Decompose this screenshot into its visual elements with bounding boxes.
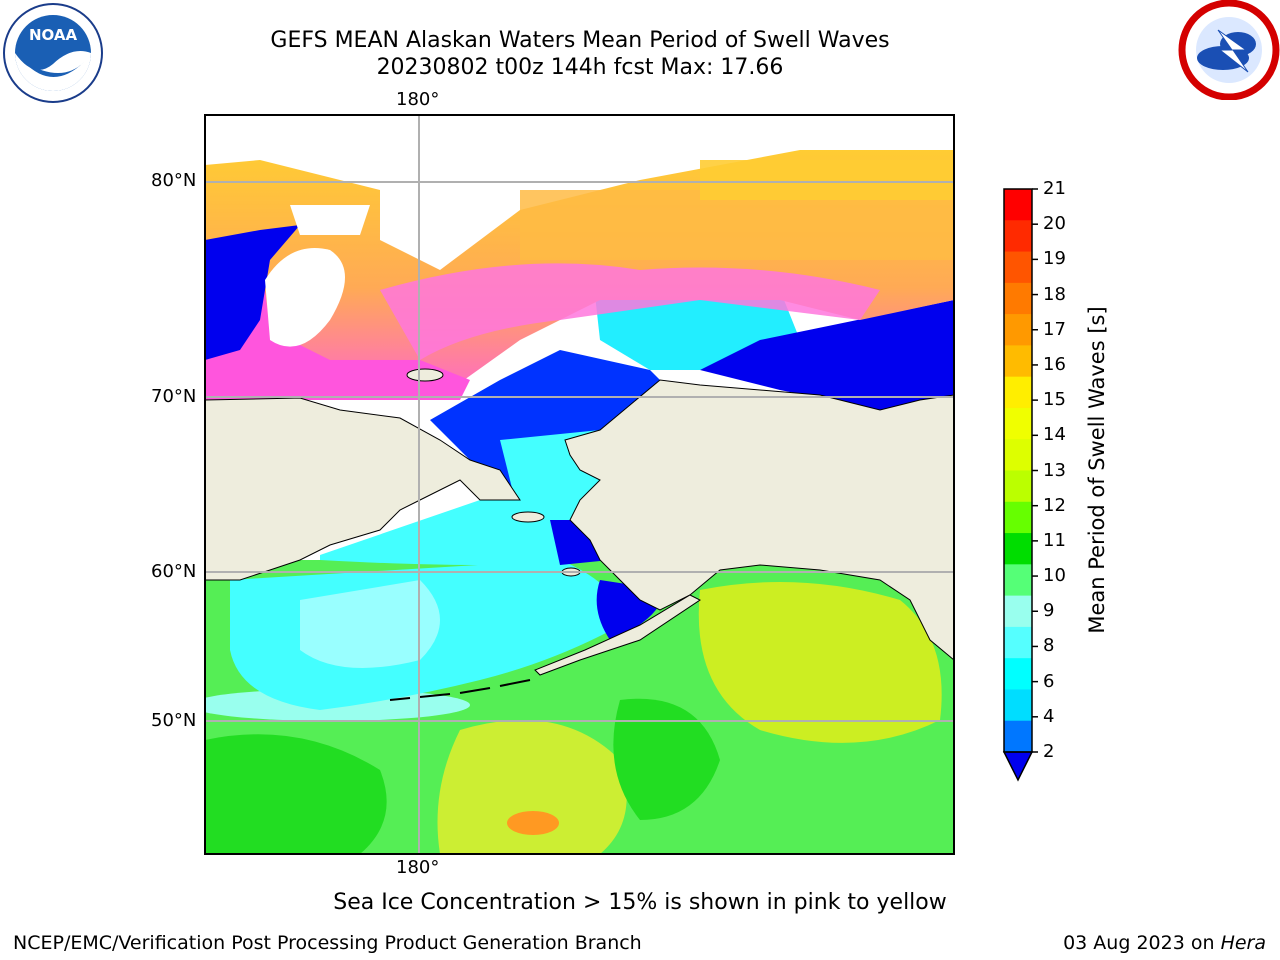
alaska-land — [564, 379, 954, 661]
colorbar-tick-label: 17 — [1043, 318, 1066, 340]
colorbar-tick-label: 14 — [1043, 424, 1066, 446]
ice-orange-top — [520, 190, 954, 260]
colorbar-tick-label: 15 — [1043, 389, 1066, 411]
nws-logo — [1178, 0, 1280, 101]
pacific-green-patch — [205, 734, 387, 854]
ice-yellow-top — [700, 160, 954, 200]
wrangel-island — [406, 368, 444, 382]
pacific-lime-patch-east — [698, 582, 942, 743]
noaa-logo-text: NOAA — [29, 26, 78, 44]
colorbar-tick-label: 4 — [1043, 705, 1055, 727]
colorbar-tick-label: 6 — [1043, 670, 1055, 692]
colorbar-segment — [1004, 626, 1032, 659]
colorbar-segment — [1004, 220, 1032, 253]
colorbar-segment — [1004, 564, 1032, 597]
colorbar-segment — [1004, 470, 1032, 503]
arctic-no-data-2 — [290, 205, 370, 235]
sea-ice-note: Sea Ice Concentration > 15% is shown in … — [333, 890, 947, 915]
colorbar-segment — [1004, 251, 1032, 284]
colorbar-tick-label: 13 — [1043, 459, 1066, 481]
colorbar-segment — [1004, 533, 1032, 565]
colorbar-segment — [1004, 282, 1032, 315]
lat-tick-80: 80°N — [151, 170, 197, 191]
colorbar-segment — [1004, 689, 1032, 722]
siberia-land — [205, 397, 521, 581]
graticule — [205, 115, 954, 854]
footer-host: Hera — [1220, 932, 1266, 954]
colorbar-tick-label: 19 — [1043, 248, 1066, 270]
alaska-peninsula — [534, 594, 701, 676]
colorbar-segment — [1004, 189, 1032, 221]
lon-tick-top: 180° — [396, 89, 440, 110]
colorbar-segment — [1004, 658, 1032, 690]
lat-tick-60: 60°N — [151, 561, 197, 582]
colorbar-segment — [1004, 376, 1032, 409]
sea-ice-pink-west — [205, 250, 470, 400]
colorbar-tick-label: 18 — [1043, 283, 1066, 305]
pacific-lime-patch-south — [437, 720, 627, 854]
colorbar-extend-arrow — [1002, 751, 1034, 782]
colorbar-tick-label: 2 — [1043, 741, 1055, 762]
colorbar-segment — [1004, 720, 1032, 753]
colorbar-segment — [1004, 407, 1032, 440]
colorbar-tick-label: 21 — [1043, 178, 1066, 199]
colorbar-tick-label: 20 — [1043, 213, 1066, 235]
lat-tick-70: 70°N — [151, 386, 197, 407]
colorbar — [1002, 188, 1038, 782]
pacific-green-patch-2 — [613, 698, 720, 820]
colorbar-segment — [1004, 595, 1032, 628]
lon-tick-bottom: 180° — [396, 857, 440, 878]
map-frame — [204, 114, 955, 855]
arctic-open-water-west — [205, 225, 300, 360]
title-line-1: GEFS MEAN Alaskan Waters Mean Period of … — [270, 28, 890, 53]
pacific-orange-max — [507, 811, 559, 835]
lat-tick-50: 50°N — [151, 710, 197, 731]
colorbar-tick-label: 12 — [1043, 494, 1066, 516]
st-lawrence-island — [511, 511, 545, 523]
title-line-2: 20230802 t00z 144h fcst Max: 17.66 — [376, 55, 784, 80]
colorbar-segment — [1004, 314, 1032, 346]
colorbar-tick-label: 8 — [1043, 635, 1055, 657]
footer-date: 03 Aug 2023 on Hera — [1063, 932, 1266, 954]
bering-sea-light-patch — [300, 580, 440, 668]
colorbar-segment — [1004, 501, 1032, 534]
footer-date-text: 03 Aug 2023 on — [1063, 932, 1221, 954]
colorbar-segment — [1004, 439, 1032, 471]
chukchi-sea-swell-field — [430, 350, 660, 500]
noaa-logo: NOAA — [2, 2, 104, 104]
aleutian-islands — [389, 679, 531, 701]
footer-credit: NCEP/EMC/Verification Post Processing Pr… — [13, 932, 642, 954]
colorbar-tick-label: 16 — [1043, 353, 1066, 375]
colorbar-tick-label: 11 — [1043, 529, 1066, 551]
colorbar-label: Mean Period of Swell Waves [s] — [1085, 306, 1109, 634]
colorbar-segment — [1004, 345, 1032, 378]
colorbar-tick-label: 9 — [1043, 600, 1055, 622]
arctic-no-data — [265, 248, 345, 347]
colorbar-tick-label: 10 — [1043, 565, 1066, 587]
sea-ice-pink-band — [380, 263, 880, 360]
beaufort-blue-water — [700, 300, 954, 410]
